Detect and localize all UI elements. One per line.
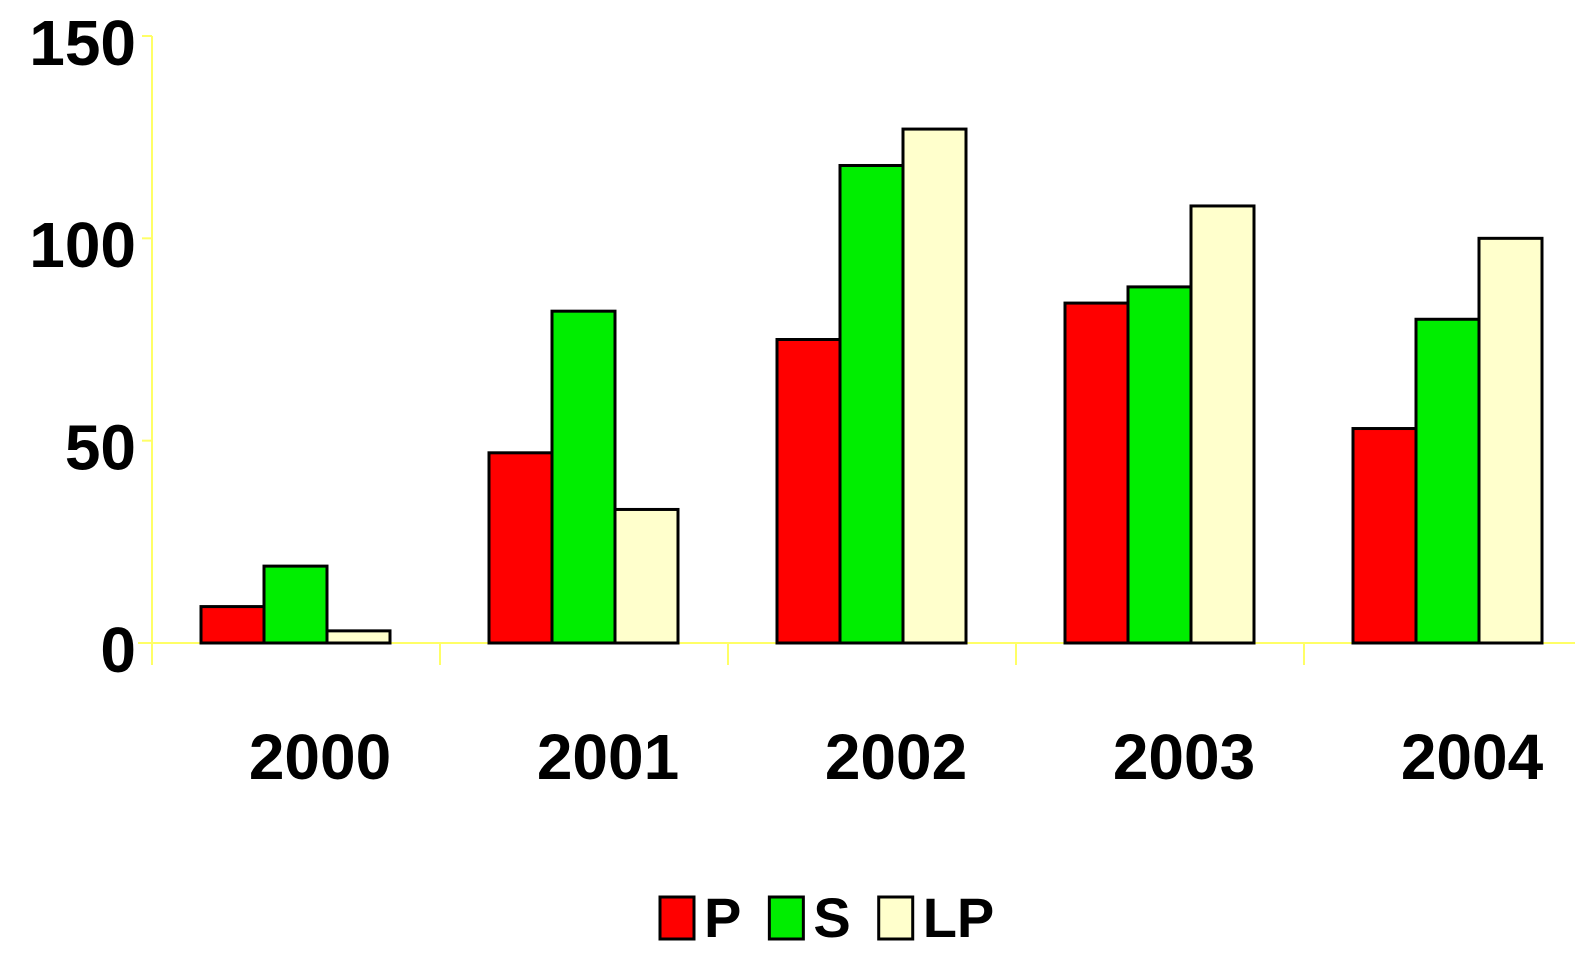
bar	[1477, 236, 1544, 645]
bar	[1126, 285, 1193, 645]
bar	[1189, 204, 1256, 645]
x-tick-label: 2004	[1401, 721, 1544, 793]
y-tick-label: 50	[65, 412, 136, 484]
y-tick-label: 150	[29, 7, 136, 79]
bar	[1063, 301, 1130, 645]
bar	[550, 309, 617, 645]
bar	[325, 629, 392, 645]
bar	[775, 338, 842, 645]
y-tick-label: 0	[100, 614, 136, 686]
x-tick-label: 2002	[825, 721, 967, 793]
bar	[838, 163, 905, 645]
legend-label: P	[704, 886, 741, 949]
bar	[262, 564, 329, 645]
legend-swatch	[877, 895, 915, 941]
bar	[1351, 427, 1418, 645]
x-tick-label: 2001	[537, 721, 679, 793]
bar	[613, 507, 680, 645]
x-tick-label: 2000	[249, 721, 391, 793]
legend-swatch	[767, 895, 805, 941]
y-tick-label: 100	[29, 209, 136, 281]
legend-swatch	[658, 895, 696, 941]
legend-label: LP	[923, 886, 995, 949]
bar	[1414, 317, 1481, 645]
legend-label: S	[813, 886, 850, 949]
bar	[901, 127, 968, 645]
bar	[199, 605, 266, 645]
bar	[487, 451, 554, 645]
x-tick-label: 2003	[1113, 721, 1255, 793]
